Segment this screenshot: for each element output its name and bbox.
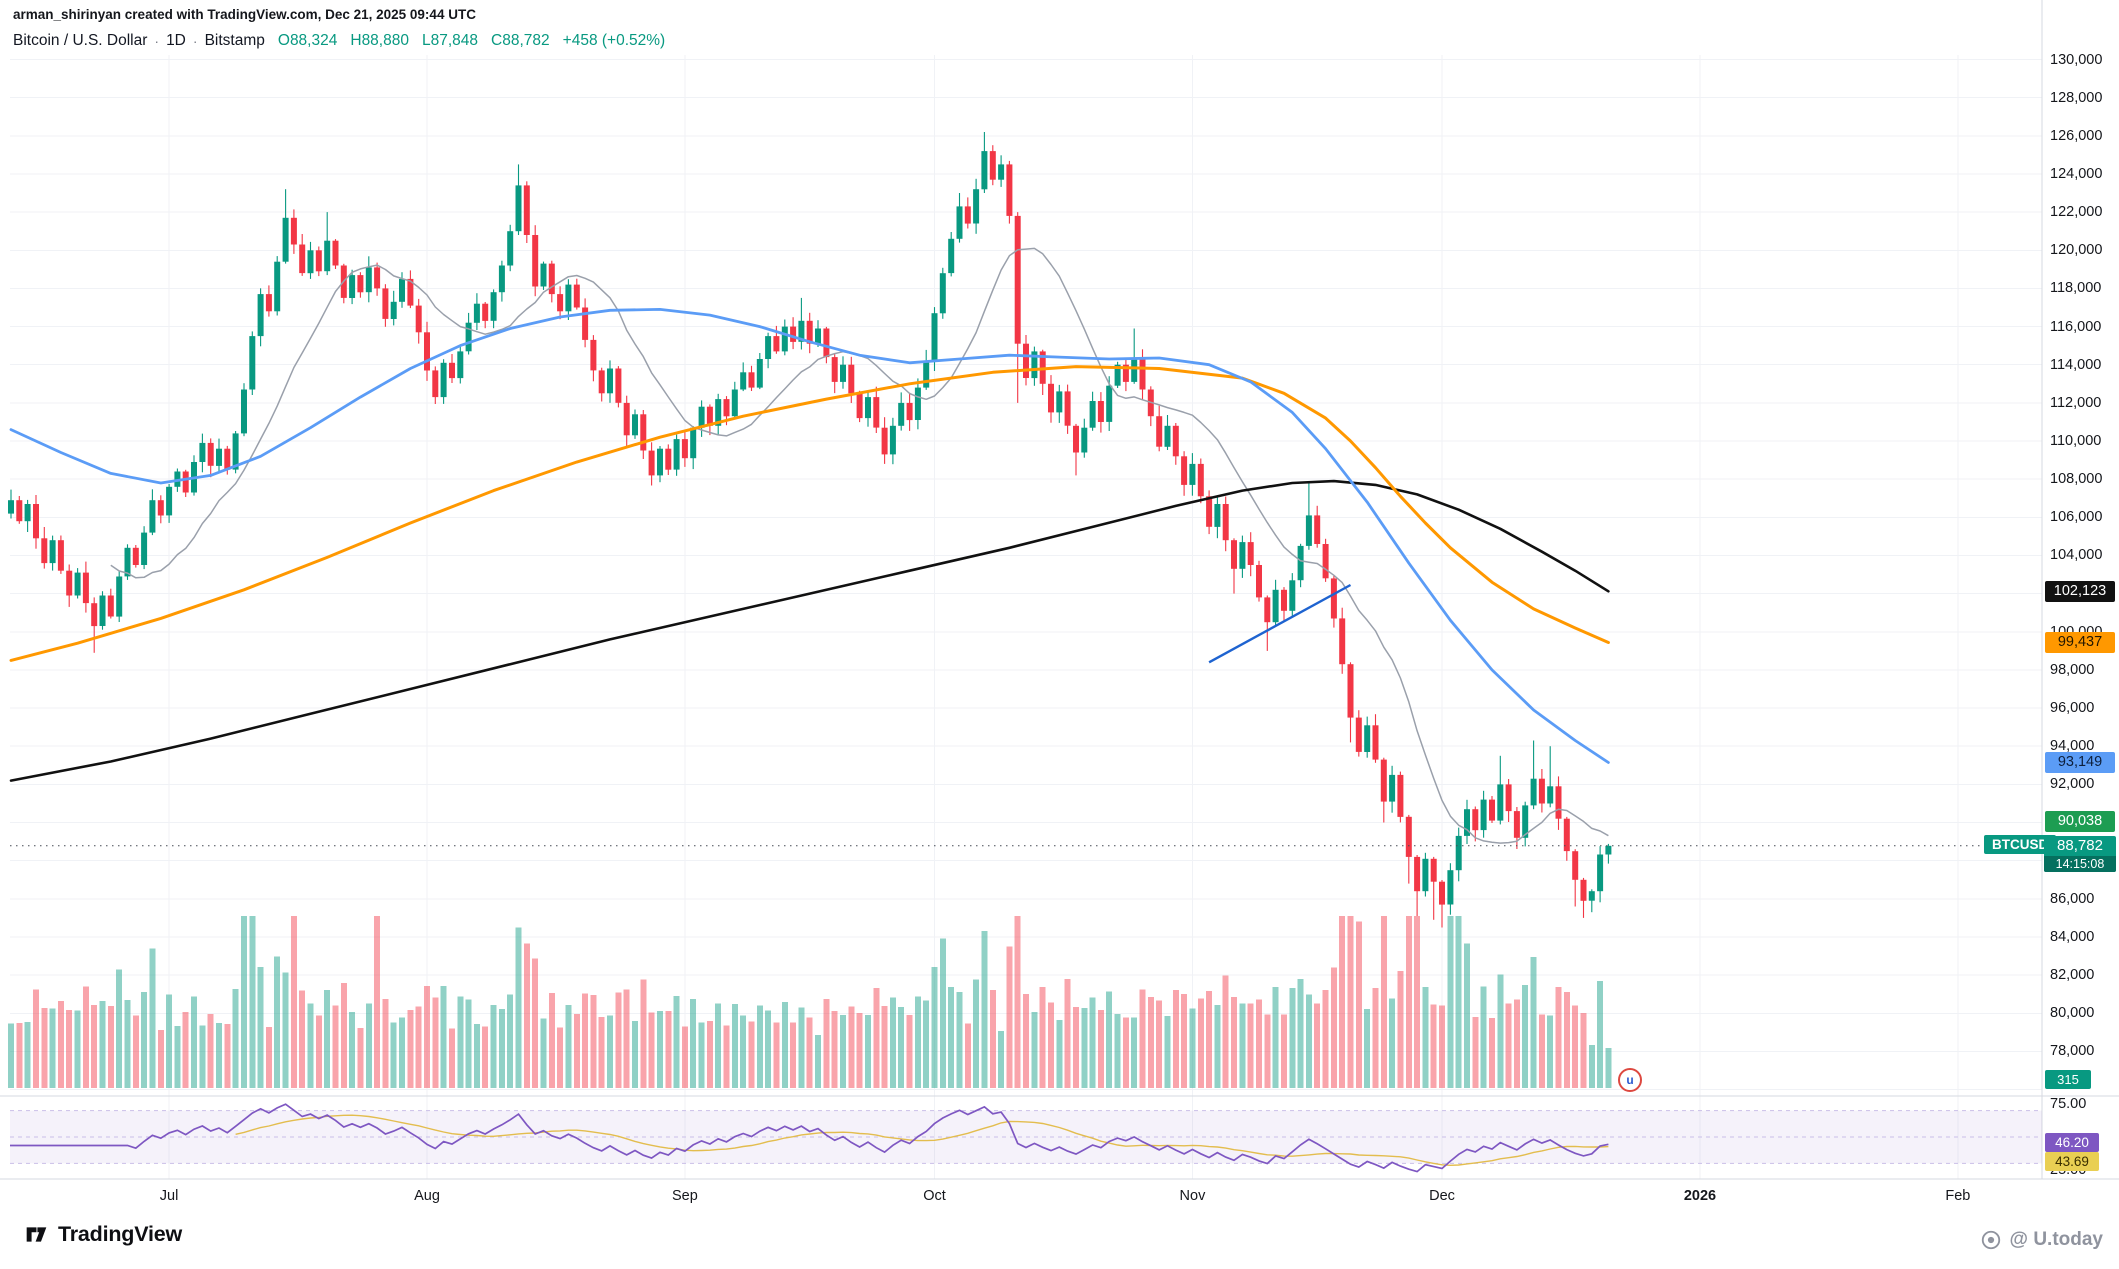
last-price-symbol-tag: BTCUSD: [1984, 834, 2057, 854]
tradingview-logo-text: TradingView: [58, 1222, 183, 1246]
close-label: C: [491, 32, 503, 49]
price-tick-label[interactable]: 120,000: [2050, 242, 2103, 259]
price-tick-label[interactable]: 126,000: [2050, 127, 2103, 144]
price-tick-label[interactable]: 78,000: [2050, 1043, 2095, 1060]
last-price-value: 88,782: [2057, 836, 2103, 854]
ohlc-high: H88,880: [350, 32, 409, 50]
last-price-badge: 88,782 14:15:08: [2044, 835, 2116, 872]
time-tick-label[interactable]: Dec: [1429, 1188, 1455, 1204]
utoday-watermark-text: @ U.today: [2009, 1229, 2103, 1250]
ma-price-badge: 102,123: [2045, 580, 2115, 602]
rsi-pane: [10, 1103, 2042, 1173]
price-tick-label[interactable]: 118,000: [2050, 280, 2102, 297]
time-tick-label[interactable]: Nov: [1179, 1188, 1206, 1204]
attribution-text: arman_shirinyan created with TradingView…: [13, 7, 476, 22]
tradingview-logo-icon: [26, 1227, 47, 1242]
time-tick-label[interactable]: Sep: [672, 1188, 698, 1204]
price-tick-label[interactable]: 94,000: [2050, 738, 2095, 755]
ma-price-badge: 99,437: [2045, 632, 2115, 654]
price-tick-label[interactable]: 130,000: [2050, 51, 2103, 68]
trendline[interactable]: [1208, 583, 1352, 664]
time-tick-label[interactable]: Jul: [159, 1188, 179, 1204]
separator-dot: ·: [154, 33, 160, 49]
time-tick-label[interactable]: Aug: [414, 1188, 440, 1204]
price-tick-label[interactable]: 80,000: [2050, 1005, 2095, 1022]
ohlc-low: L87,848: [422, 32, 478, 50]
bar-countdown: 14:15:08: [2044, 855, 2116, 872]
tradingview-logo[interactable]: TradingView: [24, 1222, 182, 1247]
utoday-watermark: @ U.today: [1980, 1229, 2103, 1251]
low-label: L: [421, 32, 431, 49]
ohlc-close: C88,782: [491, 32, 550, 50]
open-label: O: [277, 32, 290, 49]
price-tick-label[interactable]: 96,000: [2050, 700, 2095, 717]
high-label: H: [350, 32, 362, 49]
rsi-value-badge: 46.20: [2045, 1132, 2099, 1152]
low-value: 87,848: [430, 32, 479, 49]
price-tick-label[interactable]: 104,000: [2050, 547, 2103, 564]
price-tick-label[interactable]: 92,000: [2050, 776, 2095, 793]
price-tick-label[interactable]: 108,000: [2050, 471, 2103, 488]
price-tick-label[interactable]: 122,000: [2050, 204, 2103, 221]
interval-label[interactable]: 1D: [166, 32, 186, 49]
price-tick-label[interactable]: 98,000: [2050, 661, 2095, 678]
rsi-ma-line: [235, 1114, 1609, 1167]
ma-50-line: [9, 308, 1610, 764]
open-value: 88,324: [289, 32, 338, 49]
ma-200-line: [9, 479, 1610, 782]
price-tick-label[interactable]: 110,000: [2050, 433, 2102, 450]
change-value: +458 (+0.52%): [562, 32, 666, 49]
close-value: 88,782: [502, 32, 550, 49]
ma-100-line: [9, 365, 1610, 662]
utoday-stamp: u: [1618, 1068, 1642, 1092]
price-tick-label[interactable]: 114,000: [2050, 356, 2102, 373]
time-tick-label[interactable]: Oct: [923, 1188, 946, 1204]
symbol-name[interactable]: Bitcoin / U.S. Dollar: [13, 32, 148, 49]
rsi-tick-label[interactable]: 75.00: [2050, 1096, 2087, 1112]
ma-price-badge: 93,149: [2045, 751, 2115, 773]
rsi-line: [10, 1103, 1609, 1173]
ma-price-badge: 90,038: [2045, 811, 2115, 833]
exchange-label[interactable]: Bitstamp: [204, 32, 265, 49]
separator-dot: ·: [192, 33, 198, 49]
volume-bars: [8, 916, 1612, 1088]
price-tick-label[interactable]: 112,000: [2050, 394, 2102, 411]
fast-ma-line: [110, 247, 1609, 844]
price-tick-label[interactable]: 128,000: [2050, 89, 2103, 106]
time-tick-label[interactable]: 2026: [1683, 1188, 1717, 1204]
rsi-ma-value-badge: 43.69: [2045, 1151, 2099, 1171]
high-value: 88,880: [361, 32, 409, 49]
price-tick-label[interactable]: 124,000: [2050, 165, 2103, 182]
time-tick-label[interactable]: Feb: [1945, 1188, 1971, 1204]
symbol-info-bar[interactable]: Bitcoin / U.S. Dollar · 1D · Bitstamp O8…: [13, 32, 665, 50]
price-tick-label[interactable]: 84,000: [2050, 928, 2095, 945]
candles: [8, 132, 1612, 928]
price-tick-label[interactable]: 116,000: [2050, 318, 2102, 335]
price-tick-label[interactable]: 106,000: [2050, 509, 2103, 526]
price-tick-label[interactable]: 82,000: [2050, 967, 2095, 984]
pane-separators: [0, 0, 2119, 1180]
ohlc-open: O88,324: [278, 32, 337, 50]
price-tick-label[interactable]: 86,000: [2050, 890, 2095, 907]
volume-value-badge: 315: [2045, 1070, 2091, 1089]
camera-icon: [1981, 1230, 2000, 1250]
